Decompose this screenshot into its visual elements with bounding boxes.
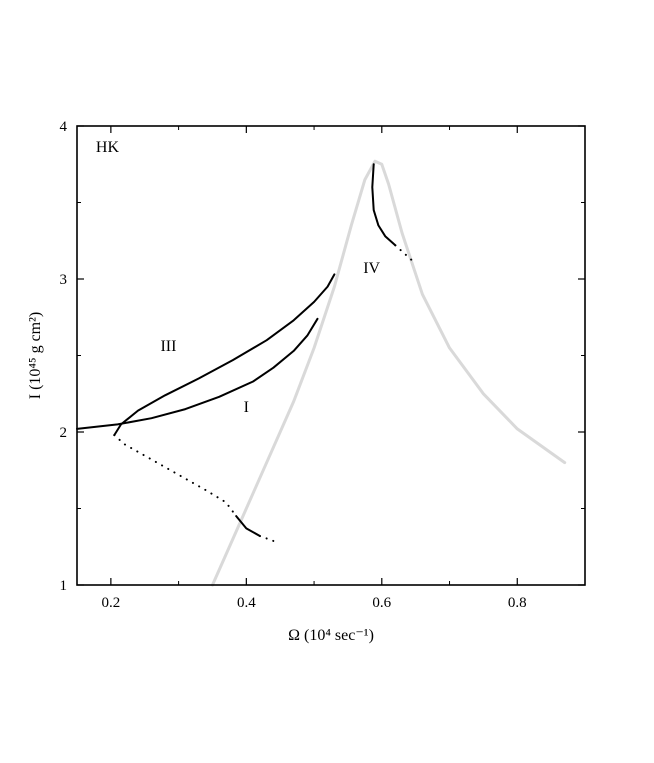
series-line-iv-tail bbox=[394, 244, 417, 265]
series-line-iii bbox=[113, 273, 336, 437]
annotation-label: HK bbox=[96, 139, 120, 156]
series-line-iii-lower-dotted bbox=[113, 434, 238, 518]
x-axis-label: Ω (10⁴ sec⁻¹) bbox=[288, 627, 374, 644]
y-tick-label: 1 bbox=[60, 578, 68, 594]
y-tick-label: 3 bbox=[60, 272, 68, 288]
series-line-i bbox=[76, 317, 319, 430]
plot-frame bbox=[76, 125, 586, 586]
x-tick-label: 0.2 bbox=[101, 595, 120, 611]
x-tick-label: 0.4 bbox=[237, 595, 256, 611]
y-tick-label: 2 bbox=[60, 425, 68, 441]
y-axis-label: I (10⁴⁵ g cm²) bbox=[27, 312, 44, 399]
x-tick-label: 0.8 bbox=[508, 595, 527, 611]
series-line-iii-lower-solid bbox=[235, 515, 261, 537]
series-layer bbox=[76, 159, 567, 587]
series-line-iv bbox=[371, 163, 397, 247]
series-line-iii-lower-tail bbox=[258, 535, 278, 544]
annotation-label: III bbox=[160, 338, 176, 355]
annotation-label: I bbox=[244, 399, 249, 416]
annotation-label: IV bbox=[363, 260, 380, 277]
x-tick-label: 0.6 bbox=[372, 595, 391, 611]
y-tick-label: 4 bbox=[60, 119, 68, 135]
series-line-envelope bbox=[211, 159, 567, 587]
ticks-layer: 0.2 0.4 0.6 0.8 1 2 3 4 bbox=[60, 119, 586, 611]
